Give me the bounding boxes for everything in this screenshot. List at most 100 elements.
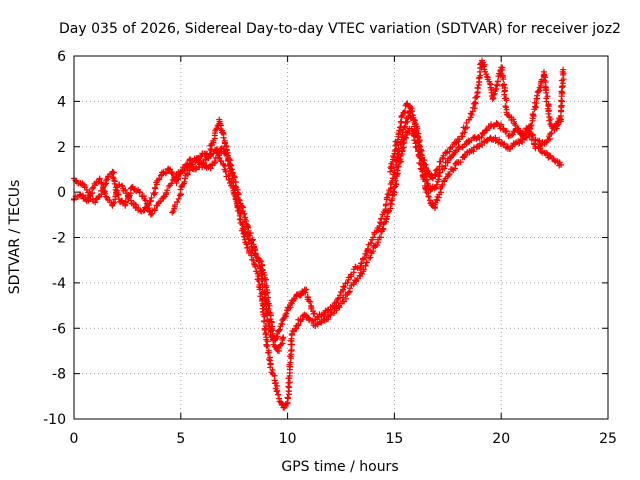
data-point (403, 134, 410, 141)
data-point (394, 167, 401, 174)
data-point (503, 97, 510, 104)
data-point (151, 184, 158, 191)
data-point (216, 155, 223, 162)
data-point (548, 130, 555, 137)
y-tick-label: 6 (57, 49, 66, 65)
data-point (377, 219, 384, 226)
data-point (494, 78, 501, 85)
data-point (189, 161, 196, 168)
data-point (224, 157, 231, 164)
data-point (417, 148, 424, 155)
data-point (396, 127, 403, 134)
data-point (86, 192, 93, 199)
data-point (266, 357, 273, 364)
data-point (171, 175, 178, 182)
data-point (417, 165, 424, 172)
data-point (327, 312, 334, 319)
data-point (265, 349, 272, 356)
data-point (496, 136, 503, 143)
data-point (523, 133, 530, 140)
data-point (311, 310, 318, 317)
data-point (435, 166, 442, 173)
data-point (398, 113, 405, 120)
data-point (119, 197, 126, 204)
data-point (553, 122, 560, 129)
data-point (449, 166, 456, 173)
data-point (480, 63, 487, 70)
data-point (271, 337, 278, 344)
data-point (503, 128, 510, 135)
data-point (457, 159, 464, 166)
data-point (433, 167, 440, 174)
data-point (265, 305, 272, 312)
data-point (543, 89, 550, 96)
data-point (500, 141, 507, 148)
data-point (142, 197, 149, 204)
data-point (357, 263, 364, 270)
data-point (452, 160, 459, 167)
data-point (368, 240, 375, 247)
data-point (179, 168, 186, 175)
data-point (244, 244, 251, 251)
data-point (452, 148, 459, 155)
data-point (528, 122, 535, 129)
data-point (384, 213, 391, 220)
data-point (174, 199, 181, 206)
data-point (229, 184, 236, 191)
data-point (481, 130, 488, 137)
data-point (115, 195, 122, 202)
data-point (536, 84, 543, 91)
data-point (305, 298, 312, 305)
data-point (393, 155, 400, 162)
data-point (330, 310, 337, 317)
data-point (501, 91, 508, 98)
data-point (245, 235, 252, 242)
data-point (288, 346, 295, 353)
data-point (391, 184, 398, 191)
y-axis-label: SDTVAR / TECUs (7, 180, 23, 295)
data-point (358, 260, 365, 267)
data-point (258, 258, 265, 265)
plot-frame (73, 55, 609, 420)
data-point (211, 158, 218, 165)
data-point (526, 125, 533, 132)
data-point (362, 262, 369, 269)
data-point (302, 289, 309, 296)
x-axis-label: GPS time / hours (281, 459, 398, 475)
data-point (148, 194, 155, 201)
data-point (399, 145, 406, 152)
data-point (394, 140, 401, 147)
x-tick-label: 0 (70, 431, 79, 447)
data-point (445, 172, 452, 179)
data-point (186, 167, 193, 174)
data-point (308, 304, 315, 311)
data-point (395, 163, 402, 170)
data-point (545, 110, 552, 117)
y-tick-label: -6 (52, 321, 66, 337)
data-point (307, 298, 314, 305)
data-point (531, 140, 538, 147)
data-point (337, 292, 344, 299)
data-point (220, 134, 227, 141)
data-point (377, 234, 384, 241)
data-point (373, 242, 380, 249)
data-point (225, 176, 232, 183)
data-point (341, 284, 348, 291)
data-point (262, 322, 269, 329)
data-point (432, 171, 439, 178)
data-point (559, 98, 566, 105)
x-tick-label: 10 (279, 431, 297, 447)
data-point (92, 199, 99, 206)
chart-title: Day 035 of 2026, Sidereal Day-to-day VTE… (59, 21, 621, 37)
data-point (164, 187, 171, 194)
data-point (276, 326, 283, 333)
data-point (527, 122, 534, 129)
data-point (411, 137, 418, 144)
data-point (122, 186, 129, 193)
data-point (345, 289, 352, 296)
data-point (103, 193, 110, 200)
data-point (364, 245, 371, 252)
data-point (275, 391, 282, 398)
y-axis-ticks: -10 -8 -6 -4 -2 0 2 4 6 (43, 49, 608, 428)
